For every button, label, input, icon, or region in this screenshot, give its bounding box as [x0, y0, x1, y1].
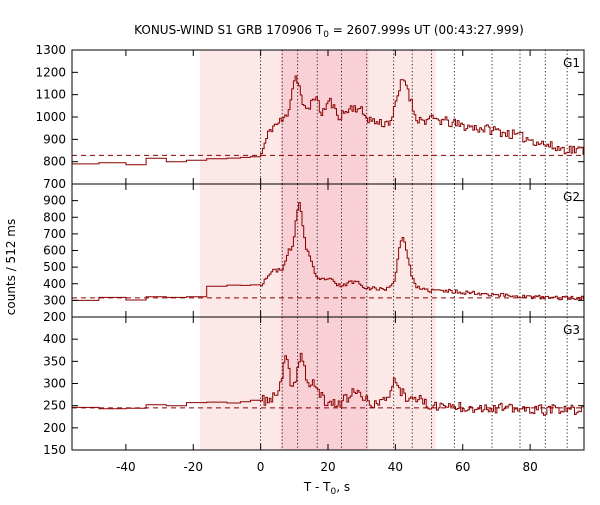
- panel-2-ytick-label-7: 900: [43, 194, 66, 208]
- panel-3-ytick-label-3: 300: [43, 377, 66, 391]
- x-axis-title: T - T0, s: [303, 480, 350, 497]
- panel-3-light-curve: [72, 352, 584, 416]
- panel-3-ytick-label-5: 400: [43, 332, 66, 346]
- chart-title-rest: = 2607.999s UT (00:43:27.999): [329, 23, 524, 37]
- panel-2-label: G2: [563, 190, 580, 204]
- chart-title-main: KONUS-WIND S1 GRB 170906 T: [134, 23, 324, 37]
- chart-title-subscript: 0: [323, 30, 329, 40]
- panel-1-light-curve: [72, 75, 584, 166]
- panel-3-ytick-label-2: 250: [43, 399, 66, 413]
- y-axis-title: counts / 512 ms: [4, 219, 18, 315]
- panel-3-frame: [71, 316, 585, 451]
- panel-2-ytick-label-0: 200: [43, 310, 66, 324]
- x-tick-label-2: 0: [257, 460, 265, 474]
- panel-1-ytick-label-1: 800: [43, 155, 66, 169]
- panel-1-ytick-label-2: 900: [43, 132, 66, 146]
- panel-1-ytick-label-4: 1100: [35, 88, 66, 102]
- plot-layer: 7008009001000110012001300G12003004005006…: [35, 43, 585, 474]
- panel-2-ytick-label-3: 500: [43, 260, 66, 274]
- panel-3-ytick-label-0: 150: [43, 443, 66, 457]
- x-axis-title-rest: , s: [336, 480, 350, 494]
- panel-2-ytick-label-2: 400: [43, 277, 66, 291]
- x-axis-title-subscript: 0: [331, 487, 337, 497]
- panel-2-light-curve: [72, 202, 584, 301]
- panel-3-label: G3: [563, 323, 580, 337]
- x-tick-label-1: -20: [183, 460, 203, 474]
- panel-2-ytick-label-1: 300: [43, 293, 66, 307]
- panel-3-ytick-label-4: 350: [43, 354, 66, 368]
- chart-title: KONUS-WIND S1 GRB 170906 T0 = 2607.999s …: [134, 23, 524, 40]
- x-tick-label-4: 40: [388, 460, 403, 474]
- x-axis-title-main: T - T: [303, 480, 331, 494]
- x-tick-label-5: 60: [455, 460, 470, 474]
- x-tick-label-3: 20: [320, 460, 335, 474]
- panel-2-ytick-label-5: 700: [43, 227, 66, 241]
- panel-1-ytick-label-0: 700: [43, 177, 66, 191]
- shaded-interval-1: [280, 50, 369, 450]
- panel-1-ytick-label-6: 1300: [35, 43, 66, 57]
- panel-1-ytick-label-5: 1200: [35, 65, 66, 79]
- panel-1-label: G1: [563, 56, 580, 70]
- panel-1-ytick-label-3: 1000: [35, 110, 66, 124]
- panel-2-ytick-label-4: 600: [43, 244, 66, 258]
- panel-3-ytick-label-1: 200: [43, 421, 66, 435]
- x-tick-label-6: 80: [522, 460, 537, 474]
- x-tick-label-0: -40: [116, 460, 136, 474]
- panel-2-ytick-label-6: 800: [43, 210, 66, 224]
